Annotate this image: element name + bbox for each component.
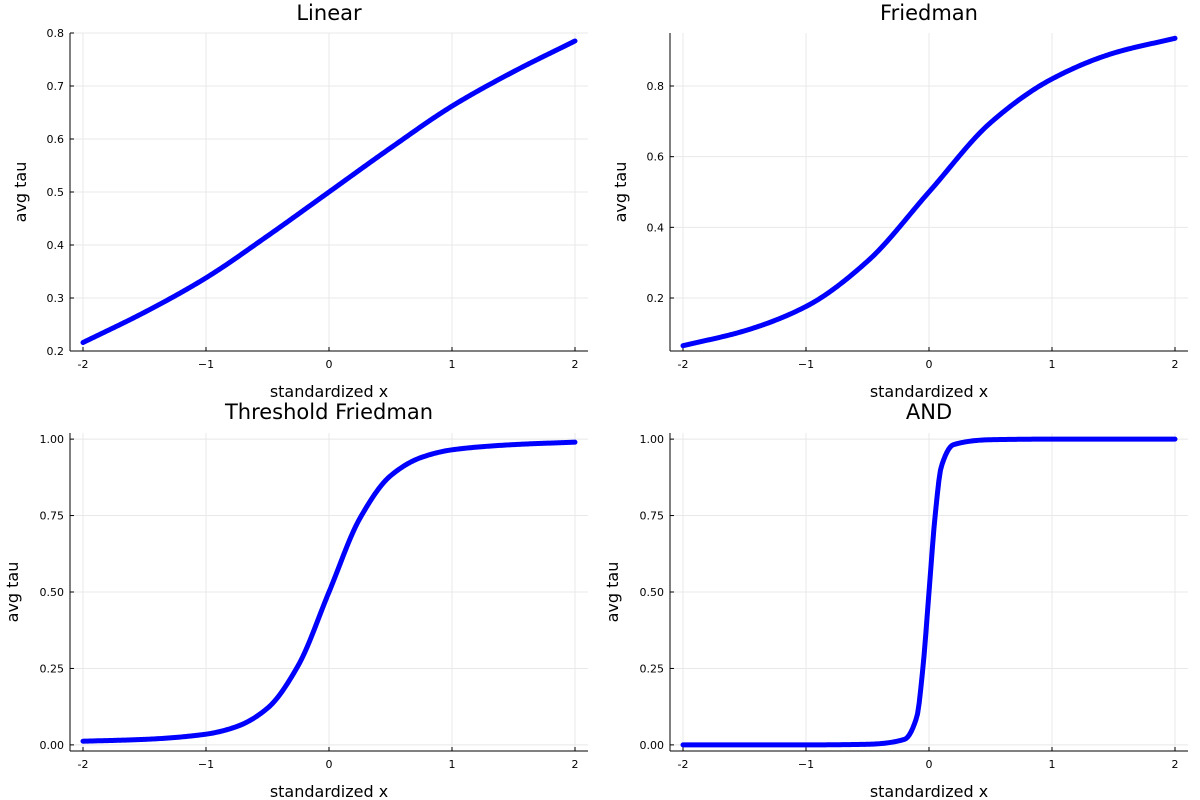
chart-panel-3: -2 −1 0 1 2 0.00 0.25 0.50 0.75 1.00 Threshold Fri… xyxy=(3,400,588,800)
x-tick-label: -2 xyxy=(678,758,689,771)
x-axis-label: standardized x xyxy=(270,782,388,800)
y-axis-label: avg tau xyxy=(611,162,630,223)
y-tick-label: 0.8 xyxy=(647,80,665,93)
x-tick-label: 2 xyxy=(572,358,579,371)
x-tick-label: 0 xyxy=(926,758,933,771)
y-tick-label: 0.8 xyxy=(47,27,65,40)
x-axis-label: standardized x xyxy=(870,782,988,800)
y-tick-label: 0.00 xyxy=(40,739,65,752)
y-tick-label: 0.5 xyxy=(47,186,65,199)
y-tick-label: 1.00 xyxy=(40,433,65,446)
chart-title: Threshold Friedman xyxy=(224,400,433,424)
y-tick-label: 0.50 xyxy=(640,586,665,599)
x-tick-label: 2 xyxy=(1172,758,1179,771)
x-tick-label: -2 xyxy=(678,358,689,371)
y-tick-label: 0.4 xyxy=(47,239,65,252)
y-tick-label: 0.00 xyxy=(640,739,665,752)
y-tick-label: 0.4 xyxy=(647,221,665,234)
y-tick-label: 0.7 xyxy=(47,80,65,93)
x-tick-label: 1 xyxy=(1049,758,1056,771)
x-tick-label: 1 xyxy=(449,358,456,371)
series-line xyxy=(80,38,578,346)
y-tick-label: 0.3 xyxy=(47,292,65,305)
x-axis-label: standardized x xyxy=(270,382,388,401)
series-line xyxy=(680,35,1178,349)
chart-title: AND xyxy=(906,400,952,424)
y-tick-label: 0.75 xyxy=(40,510,65,523)
x-tick-label: 0 xyxy=(326,758,333,771)
y-axis-label: avg tau xyxy=(3,562,22,623)
x-tick-label: -2 xyxy=(78,758,89,771)
chart-title: Linear xyxy=(296,1,362,25)
x-axis-label: standardized x xyxy=(870,382,988,401)
x-tick-label: −1 xyxy=(798,758,814,771)
chart-panel-2: -2 −1 0 1 2 0.2 0.4 0.6 0.8 Friedman standardized … xyxy=(611,1,1188,401)
y-tick-label: 0.6 xyxy=(47,133,65,146)
series-line xyxy=(680,436,1178,748)
chart-panel-4: -2 −1 0 1 2 0.00 0.25 0.50 0.75 1.00 AND standardiz… xyxy=(603,400,1188,800)
x-tick-label: 0 xyxy=(326,358,333,371)
x-tick-label: 0 xyxy=(926,358,933,371)
chart-title: Friedman xyxy=(880,1,978,25)
y-tick-label: 0.50 xyxy=(40,586,65,599)
y-tick-label: 1.00 xyxy=(640,433,665,446)
x-tick-label: −1 xyxy=(198,758,214,771)
y-axis-label: avg tau xyxy=(603,562,622,623)
y-tick-label: 0.25 xyxy=(640,662,665,675)
x-tick-label: −1 xyxy=(798,358,814,371)
chart-panel-1: -2 −1 0 1 2 0.2 0.3 0.4 0.5 0.6 0.7 0.8 Linear standa… xyxy=(11,1,588,401)
series-line xyxy=(80,439,578,744)
y-tick-label: 0.2 xyxy=(47,345,65,358)
x-tick-label: -2 xyxy=(78,358,89,371)
x-tick-label: −1 xyxy=(198,358,214,371)
x-tick-label: 2 xyxy=(1172,358,1179,371)
x-tick-label: 1 xyxy=(1049,358,1056,371)
y-tick-label: 0.75 xyxy=(640,510,665,523)
y-tick-label: 0.2 xyxy=(647,292,665,305)
x-tick-label: 2 xyxy=(572,758,579,771)
y-axis-label: avg tau xyxy=(11,162,30,223)
x-tick-label: 1 xyxy=(449,758,456,771)
y-tick-label: 0.6 xyxy=(647,151,665,164)
y-tick-label: 0.25 xyxy=(40,662,65,675)
